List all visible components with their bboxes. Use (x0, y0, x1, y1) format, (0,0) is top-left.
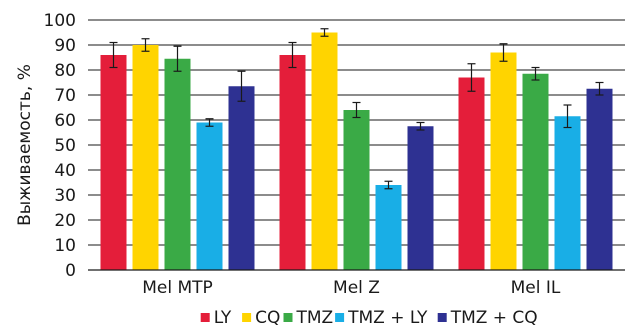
y-tick-label: 90 (54, 36, 76, 56)
bars (100, 28, 613, 270)
y-tick-label: 30 (54, 186, 76, 206)
y-tick-label: 0 (65, 261, 76, 281)
bar (554, 116, 581, 270)
bar (279, 55, 306, 270)
legend: LY CQ TMZ TMZ + LY TMZ + CQ (200, 308, 538, 328)
category-label: Mel IL (511, 278, 561, 298)
category-label: Mel Z (333, 278, 380, 298)
legend-label: TMZ + CQ (450, 308, 538, 328)
bar (522, 73, 549, 270)
y-axis-title: Выживаемость, % (15, 64, 35, 226)
bar (100, 55, 127, 270)
y-tick-label: 70 (54, 86, 76, 106)
legend-label: LY (214, 308, 232, 328)
bar (490, 52, 517, 270)
bar (311, 32, 338, 270)
y-tick-labels: 0 10 20 30 40 50 60 70 80 90 100 (44, 11, 76, 281)
bar (458, 77, 485, 270)
category-labels: Mel MTP Mel Z Mel IL (142, 278, 561, 298)
y-tick-label: 50 (54, 136, 76, 156)
bar (407, 126, 434, 270)
y-tick-label: 60 (54, 111, 76, 131)
y-tick-label: 40 (54, 161, 76, 181)
y-tick-label: 80 (54, 61, 76, 81)
bar (196, 122, 223, 270)
bar (375, 185, 402, 270)
bar (586, 88, 613, 270)
bar (164, 58, 191, 270)
y-tick-label: 10 (54, 236, 76, 256)
legend-label: CQ (255, 308, 280, 328)
legend-swatch (335, 313, 345, 322)
legend-swatch (242, 313, 252, 322)
legend-label: TMZ + LY (347, 308, 428, 328)
bar (343, 110, 370, 270)
bar (228, 86, 255, 270)
y-tick-label: 20 (54, 211, 76, 231)
legend-swatch (437, 313, 447, 322)
category-label: Mel MTP (142, 278, 213, 298)
y-tick-label: 100 (44, 11, 76, 31)
legend-swatch (283, 313, 293, 322)
legend-label: TMZ (296, 308, 334, 328)
bar (132, 45, 159, 270)
legend-swatch (200, 313, 210, 322)
